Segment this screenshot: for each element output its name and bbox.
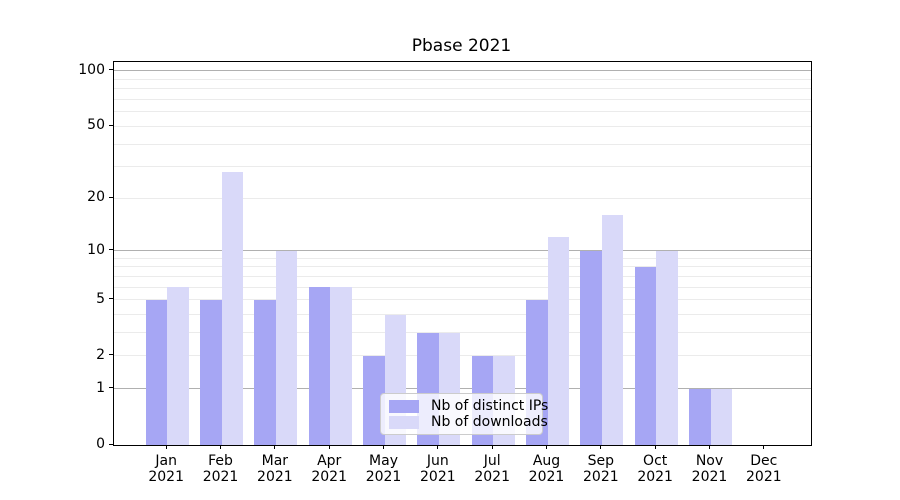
gridline-90 xyxy=(114,78,811,80)
legend: Nb of distinct IPs Nb of downloads xyxy=(380,393,548,435)
x-tick-mark-aug xyxy=(546,445,547,449)
bar-downloads-mar xyxy=(275,250,298,445)
gridline-5 xyxy=(114,299,811,301)
gridline-70 xyxy=(114,99,811,101)
x-tick-mark-feb xyxy=(220,445,222,449)
x-tick-mark-mar xyxy=(274,445,276,449)
bar-distinct-ips-apr xyxy=(308,287,331,445)
legend-label-distinct-ips: Nb of distinct IPs xyxy=(431,398,549,414)
x-tick-mark-nov xyxy=(709,445,710,449)
x-tick-mark-dec xyxy=(763,445,765,449)
plot-area: Nb of distinct IPs Nb of downloads xyxy=(113,61,812,446)
bar-distinct-ips-may xyxy=(363,355,385,445)
bar-downloads-sep xyxy=(601,215,624,445)
y-tick-label-20: 20 xyxy=(87,189,105,206)
x-tick-label-oct: Oct 2021 xyxy=(637,453,673,485)
bar-distinct-ips-nov xyxy=(689,388,711,445)
bar-distinct-ips-jan xyxy=(145,299,168,445)
y-tick-mark-100 xyxy=(109,69,113,71)
gridline-10 xyxy=(114,250,811,252)
x-tick-mark-apr xyxy=(328,445,330,449)
x-tick-label-mar: Mar 2021 xyxy=(257,453,293,485)
gridline-20 xyxy=(114,197,811,199)
x-tick-mark-jan xyxy=(165,445,167,449)
y-tick-label-5: 5 xyxy=(96,290,105,307)
legend-swatch-distinct-ips xyxy=(389,399,419,413)
gridline-2 xyxy=(114,355,811,357)
bar-downloads-nov xyxy=(710,388,732,445)
y-tick-mark-0 xyxy=(109,443,113,445)
x-tick-label-feb: Feb 2021 xyxy=(202,453,239,485)
gridline-40 xyxy=(114,143,811,145)
y-tick-mark-20 xyxy=(109,196,113,198)
bar-downloads-jan xyxy=(167,287,189,445)
legend-swatch-downloads xyxy=(389,415,419,429)
bar-downloads-aug xyxy=(547,237,569,445)
bar-distinct-ips-feb xyxy=(200,299,222,445)
y-tick-label-1: 1 xyxy=(96,379,105,396)
bar-distinct-ips-sep xyxy=(580,250,602,445)
y-tick-label-100: 100 xyxy=(78,61,105,78)
gridline-30 xyxy=(114,166,811,168)
gridline-80 xyxy=(114,88,811,90)
legend-item-distinct-ips: Nb of distinct IPs xyxy=(389,398,548,414)
y-tick-label-2: 2 xyxy=(96,346,105,363)
y-tick-label-10: 10 xyxy=(87,241,105,258)
gridline-6 xyxy=(114,286,811,288)
bar-downloads-feb xyxy=(221,172,244,445)
bar-downloads-oct xyxy=(656,250,678,445)
y-tick-label-0: 0 xyxy=(96,436,105,452)
x-tick-label-apr: Apr 2021 xyxy=(311,453,347,485)
y-tick-mark-1 xyxy=(109,387,113,389)
x-tick-mark-jun xyxy=(437,445,439,449)
gridline-9 xyxy=(114,257,811,259)
x-tick-mark-sep xyxy=(600,445,602,449)
x-tick-label-jul: Jul 2021 xyxy=(474,453,510,485)
bar-downloads-apr xyxy=(330,287,352,445)
x-tick-mark-may xyxy=(383,445,385,449)
chart-title: Pbase 2021 xyxy=(411,36,512,56)
gridline-8 xyxy=(114,266,811,268)
y-tick-mark-2 xyxy=(109,354,113,356)
gridline-50 xyxy=(114,125,811,127)
y-tick-mark-10 xyxy=(109,249,113,251)
gridline-60 xyxy=(114,111,811,113)
gridline-4 xyxy=(114,314,811,316)
x-tick-label-jun: Jun 2021 xyxy=(420,453,456,485)
y-tick-mark-50 xyxy=(109,124,113,126)
x-tick-label-aug: Aug 2021 xyxy=(528,453,565,485)
x-tick-label-jan: Jan 2021 xyxy=(148,453,184,485)
bar-distinct-ips-oct xyxy=(634,266,657,445)
y-tick-label-50: 50 xyxy=(87,117,105,134)
legend-item-downloads: Nb of downloads xyxy=(389,414,548,430)
x-tick-label-nov: Nov 2021 xyxy=(691,453,728,485)
x-tick-mark-oct xyxy=(654,445,656,449)
x-tick-label-may: May 2021 xyxy=(365,453,402,485)
x-tick-label-sep: Sep 2021 xyxy=(583,453,619,485)
y-tick-mark-5 xyxy=(109,298,113,300)
gridline-7 xyxy=(114,275,811,277)
gridline-100 xyxy=(114,70,811,72)
gridline-1 xyxy=(114,388,811,390)
gridline-3 xyxy=(114,332,811,334)
legend-label-downloads: Nb of downloads xyxy=(431,414,548,430)
x-tick-mark-jul xyxy=(491,445,493,449)
x-tick-label-dec: Dec 2021 xyxy=(746,453,782,485)
bar-distinct-ips-mar xyxy=(254,299,276,445)
